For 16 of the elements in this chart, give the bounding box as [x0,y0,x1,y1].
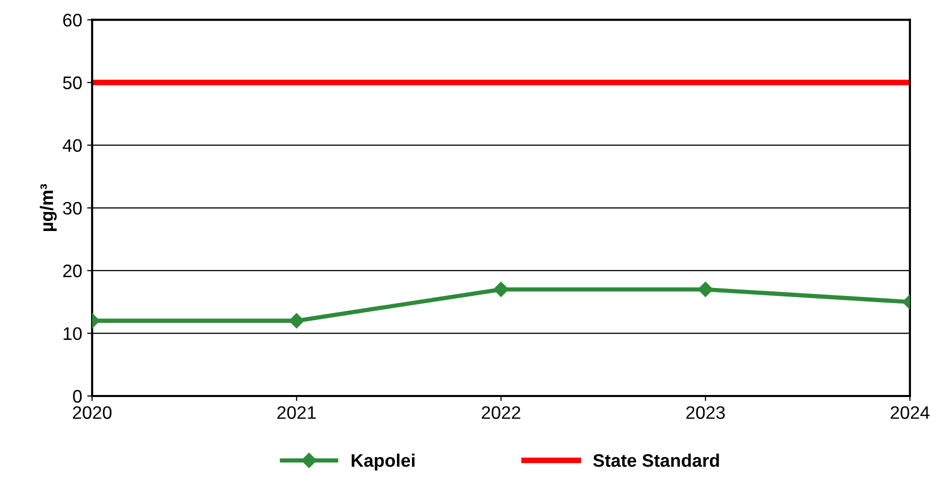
y-tick-label: 20 [63,264,82,278]
y-axis-title: µg/m³ [40,184,57,231]
x-tick-label: 2024 [890,406,930,419]
x-tick-label: 2020 [72,406,112,419]
legend-label: State Standard [593,454,719,467]
x-tick-label: 2022 [482,406,520,419]
y-tick-label: 0 [73,390,82,403]
x-tick-label: 2021 [277,406,316,419]
x-tick-label: 2023 [686,406,725,419]
y-tick-label: 60 [63,14,82,27]
y-tick-label: 30 [63,202,82,215]
point [493,282,509,297]
y-tick-label: 50 [63,76,82,90]
y-tick-label: 40 [62,139,82,152]
legend-label: Kapolei [352,454,414,470]
y-tick-label: 10 [64,327,82,340]
